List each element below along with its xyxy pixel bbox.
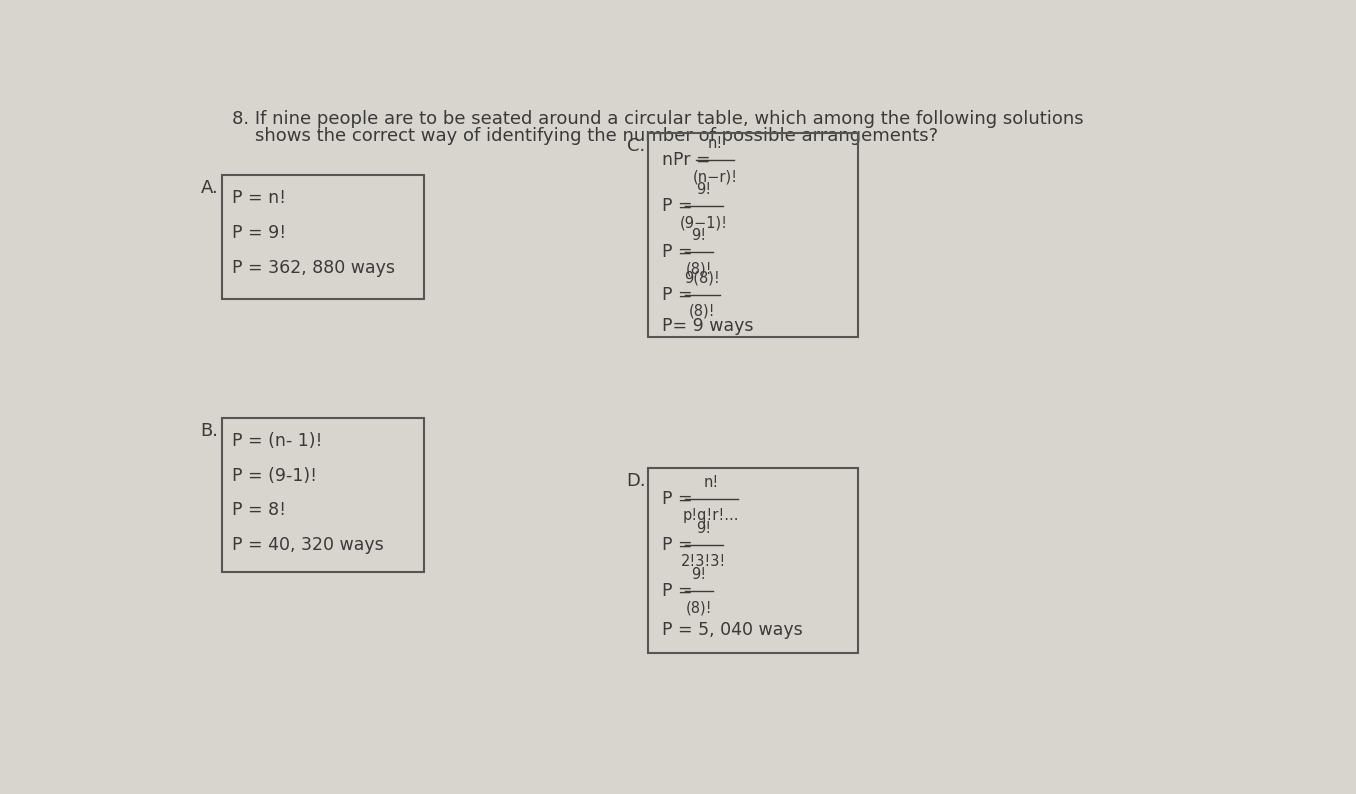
Text: (9−1)!: (9−1)! [679, 215, 728, 230]
Text: P = 9!: P = 9! [232, 224, 286, 242]
Text: shows the correct way of identifying the number of possible arrangements?: shows the correct way of identifying the… [255, 127, 938, 145]
Text: 9(8)!: 9(8)! [685, 271, 720, 286]
Text: n!: n! [708, 136, 723, 151]
Text: nPr =: nPr = [662, 151, 716, 169]
Bar [222, 418, 423, 572]
Text: (n−r)!: (n−r)! [693, 169, 738, 184]
Text: P = 5, 040 ways: P = 5, 040 ways [662, 621, 803, 638]
Text: 9!: 9! [692, 567, 706, 582]
Text: n!: n! [704, 475, 719, 490]
Bar [648, 468, 858, 653]
Text: P =: P = [662, 490, 698, 507]
Text: 9!: 9! [692, 228, 706, 243]
Bar [222, 175, 423, 299]
Text: (8)!: (8)! [685, 261, 712, 276]
Text: P =: P = [662, 582, 698, 600]
Text: 8. If nine people are to be seated around a circular table, which among the foll: 8. If nine people are to be seated aroun… [232, 110, 1083, 128]
Text: P =: P = [662, 197, 698, 215]
Text: P = 362, 880 ways: P = 362, 880 ways [232, 259, 395, 277]
Text: P = (9-1)!: P = (9-1)! [232, 467, 316, 484]
Text: A.: A. [201, 179, 218, 197]
Text: P =: P = [662, 536, 698, 554]
Bar [648, 133, 858, 337]
Text: 9!: 9! [696, 521, 712, 536]
Text: P =: P = [662, 286, 698, 304]
Text: P =: P = [662, 243, 698, 261]
Text: 9!: 9! [696, 182, 712, 197]
Text: D.: D. [626, 472, 647, 490]
Text: P = 8!: P = 8! [232, 501, 286, 519]
Text: B.: B. [201, 422, 218, 440]
Text: (8)!: (8)! [689, 304, 716, 319]
Text: P = n!: P = n! [232, 190, 286, 207]
Text: P= 9 ways: P= 9 ways [662, 317, 754, 334]
Text: P = 40, 320 ways: P = 40, 320 ways [232, 536, 384, 554]
Text: (8)!: (8)! [685, 600, 712, 615]
Text: C.: C. [626, 137, 645, 155]
Text: P = (n- 1)!: P = (n- 1)! [232, 432, 321, 450]
Text: 2!3!3!: 2!3!3! [681, 554, 727, 569]
Text: p!q!r!...: p!q!r!... [683, 508, 739, 523]
